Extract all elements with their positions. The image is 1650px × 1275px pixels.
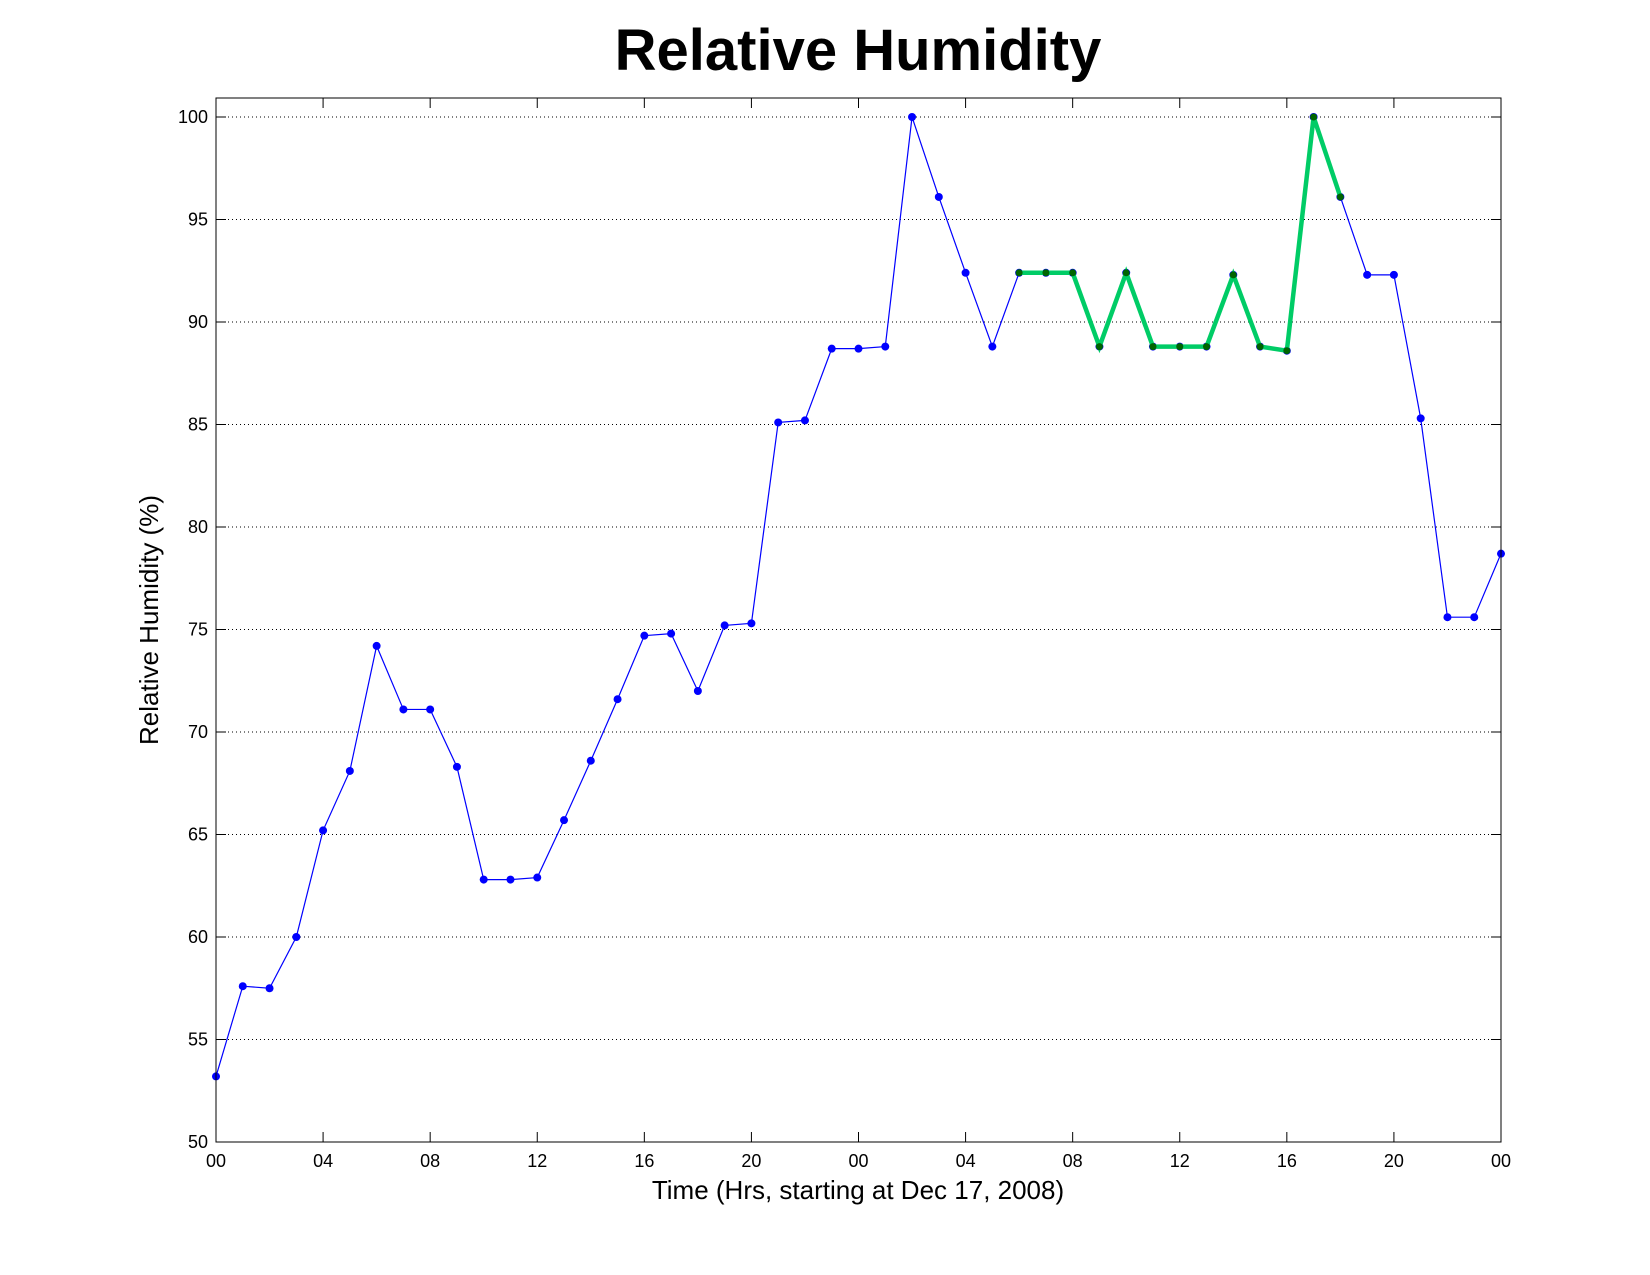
- x-tick-label: 20: [1384, 1151, 1404, 1171]
- series-1-point: [881, 342, 890, 351]
- series-1-point: [667, 629, 676, 638]
- series-2-point: [1149, 343, 1157, 351]
- y-tick-label: 95: [188, 210, 208, 230]
- x-tick-label: 00: [1491, 1151, 1511, 1171]
- x-tick-label: 08: [1063, 1151, 1083, 1171]
- series-1-point: [426, 705, 435, 714]
- y-tick-label: 90: [188, 312, 208, 332]
- series-2-point: [1310, 113, 1318, 121]
- series-1-point: [747, 619, 756, 628]
- y-tick-label: 85: [188, 415, 208, 435]
- y-tick-label: 50: [188, 1132, 208, 1152]
- series-1-point: [613, 695, 622, 704]
- series-2-line: [1019, 116, 1343, 354]
- series-1-point: [345, 766, 354, 775]
- x-tick-label: 00: [206, 1151, 226, 1171]
- x-tick-label: 16: [1277, 1151, 1297, 1171]
- y-tick-label: 55: [188, 1030, 208, 1050]
- series-1-point: [1470, 613, 1479, 622]
- y-tick-label: 60: [188, 927, 208, 947]
- series-1-point: [1363, 270, 1372, 279]
- series-1-point: [934, 192, 943, 201]
- series-2-point: [1336, 193, 1344, 201]
- x-tick-label: 04: [956, 1151, 976, 1171]
- series-1-point: [774, 418, 783, 427]
- x-tick-label: 20: [741, 1151, 761, 1171]
- series-1-point: [586, 756, 595, 765]
- series-1-point: [319, 826, 328, 835]
- ticks: 50 55 60 65 70 75 80 85 90 95 100 00 04 08 12 16 20 00 04 0…: [178, 98, 1511, 1171]
- x-tick-label: 12: [1170, 1151, 1190, 1171]
- series-2-point: [1229, 271, 1237, 279]
- x-tick-label: 08: [420, 1151, 440, 1171]
- series-1-point: [988, 342, 997, 351]
- series-1-point: [640, 631, 649, 640]
- x-tick-label: 04: [313, 1151, 333, 1171]
- series-1-point: [238, 982, 247, 991]
- series-1-point: [399, 705, 408, 714]
- series-1-point: [265, 984, 274, 993]
- series-2-point: [1283, 347, 1291, 355]
- series-1-point: [720, 621, 729, 630]
- series-2-point: [1203, 343, 1211, 351]
- x-tick-label: 00: [848, 1151, 868, 1171]
- series-1-point: [560, 816, 569, 825]
- chart-title: Relative Humidity: [615, 18, 1102, 83]
- series-1-point: [533, 873, 542, 882]
- x-axis-label: Time (Hrs, starting at Dec 17, 2008): [652, 1175, 1064, 1205]
- plot-frame: [215, 97, 1502, 1143]
- y-tick-label: 65: [188, 825, 208, 845]
- series-1-point: [827, 344, 836, 353]
- series-1-point: [372, 641, 381, 650]
- series-2-point: [1176, 343, 1184, 351]
- series-1-point: [961, 268, 970, 277]
- series-1-point: [1443, 613, 1452, 622]
- series-1-point: [479, 875, 488, 884]
- x-tick-label: 12: [527, 1151, 547, 1171]
- series-2-point: [1015, 269, 1023, 277]
- series-1-point: [908, 113, 917, 121]
- series-1-point: [854, 344, 863, 353]
- series-1: [212, 113, 1505, 1081]
- series-1-point: [1416, 414, 1425, 423]
- x-tick-label: 16: [634, 1151, 654, 1171]
- series-2-point: [1256, 343, 1264, 351]
- series-2-point: [1069, 269, 1077, 277]
- series-2-point: [1122, 269, 1130, 277]
- y-tick-label: 70: [188, 722, 208, 742]
- y-tick-label: 80: [188, 517, 208, 537]
- series-1-point: [1389, 270, 1398, 279]
- series-2-point: [1042, 269, 1050, 277]
- series-2: [1015, 113, 1344, 355]
- series-1-point: [292, 933, 301, 941]
- series-layer: [212, 113, 1505, 1081]
- series-1-line: [215, 116, 1502, 1077]
- y-tick-label: 100: [178, 107, 208, 127]
- y-axis-label: Relative Humidity (%): [134, 495, 164, 745]
- y-tick-label: 75: [188, 620, 208, 640]
- series-1-point: [452, 762, 461, 771]
- series-1-point: [693, 687, 702, 695]
- series-1-point: [506, 875, 515, 884]
- gridlines: [216, 116, 1501, 1040]
- series-2-point: [1095, 343, 1103, 351]
- series-1-point: [800, 416, 809, 425]
